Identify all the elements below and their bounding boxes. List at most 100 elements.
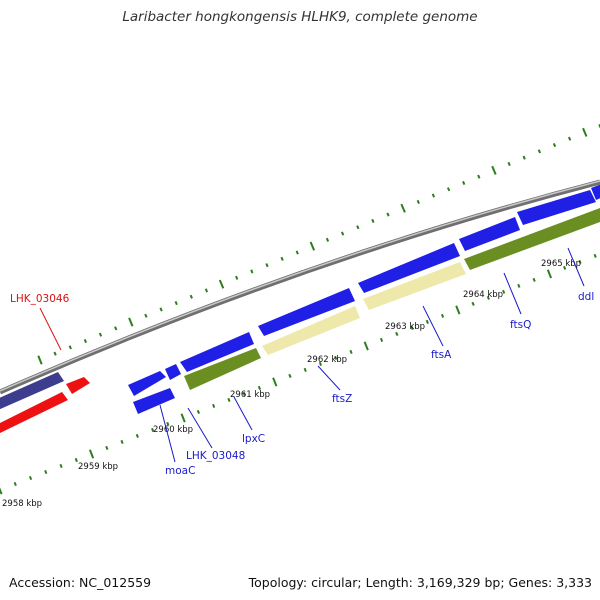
inner-tick (288, 373, 292, 378)
scale-label: 2959 kbp (78, 462, 118, 472)
outer-tick (462, 180, 466, 185)
forward-strand-genes (0, 184, 600, 410)
inner-tick (105, 445, 109, 450)
inner-tick (349, 349, 353, 354)
inner-tick (13, 481, 17, 487)
inner-tick (180, 413, 186, 423)
gene-arrow-navy (0, 372, 64, 410)
outer-tick (446, 187, 451, 192)
inner-tick (257, 385, 262, 390)
inner-tick (59, 463, 63, 469)
gene-arrow-small-blue (165, 364, 181, 380)
inner-tick (151, 427, 155, 432)
gene-label: ftsZ (332, 393, 352, 405)
outer-tick (98, 332, 103, 337)
gene-arrow-moac (128, 371, 166, 396)
outer-tick (189, 294, 193, 299)
inner-tick (196, 409, 201, 414)
outer-tick (174, 301, 178, 306)
reverse-strand-genes (0, 208, 600, 434)
outer-tick (340, 231, 345, 236)
inner-tick (563, 265, 567, 270)
scale-label: 2961 kbp (230, 390, 270, 400)
gene-arrow-lhk-03046 (0, 392, 68, 434)
inner-tick (593, 253, 597, 258)
scale-label: 2964 kbp (463, 290, 503, 300)
gene-arrow-olive-1 (184, 348, 261, 390)
outer-tick (235, 275, 239, 280)
inner-tick (486, 295, 490, 300)
outer-tick (295, 250, 299, 255)
inner-tick (425, 319, 429, 324)
outer-tick (371, 218, 375, 223)
outer-tick (537, 149, 542, 154)
inner-tick (28, 475, 33, 481)
outer-tick (128, 317, 134, 327)
inner-tick (135, 433, 139, 438)
genome-summary-text: Topology: circular; Length: 3,169,329 bp… (248, 575, 592, 590)
outer-tick (431, 193, 436, 198)
outer-tick (325, 237, 330, 242)
inner-tick (379, 337, 384, 342)
inner-tick (532, 277, 536, 282)
outer-tick (265, 263, 269, 268)
inner-tick (502, 289, 506, 294)
accession-text: Accession: NC_012559 (9, 575, 152, 590)
gene-label: moaC (165, 465, 195, 477)
gene-arrow-ddl (517, 190, 596, 225)
outer-tick (386, 212, 390, 217)
outer-tick (507, 161, 511, 166)
outer-tick (309, 241, 316, 251)
outer-tick (400, 203, 406, 213)
inner-tick (212, 403, 216, 408)
outer-tick (522, 155, 526, 160)
gene-label: ftsA (431, 349, 452, 361)
outer-tick (250, 269, 254, 274)
gene-arrow-ftsa (358, 243, 460, 293)
map-title: Laribacter hongkongensis HLHK9, complete… (122, 9, 478, 25)
inner-tick (44, 469, 48, 475)
gene-arrow-pale-1 (262, 306, 360, 355)
outer-tick (144, 313, 148, 318)
gene-leader-line (39, 307, 62, 351)
inner-tick (0, 487, 3, 495)
inner-tick (517, 283, 521, 288)
inner-tick (88, 449, 95, 459)
inner-tick (334, 355, 338, 360)
scale-labels: 2958 kbp 2959 kbp 2960 kbp 2961 kbp 2962 kbp… (2, 259, 581, 509)
outer-tick (552, 143, 557, 148)
gene-arrow-olive-2 (464, 208, 600, 270)
gene-arrow-lpxc (180, 332, 254, 372)
outer-tick (491, 165, 497, 175)
inner-tick (303, 367, 307, 372)
gene-arrow-next (591, 184, 600, 200)
gene-leader-line (187, 407, 213, 449)
gene-leader-line (317, 365, 341, 391)
outer-tick (37, 355, 43, 365)
scale-label: 2965 kbp (541, 259, 581, 269)
scale-label: 2963 kbp (385, 322, 425, 332)
outer-tick-track (37, 124, 600, 365)
scale-label: 2958 kbp (2, 499, 42, 509)
gene-arrow-lhk-03048 (133, 388, 175, 414)
outer-tick (416, 199, 420, 204)
gene-arrow-ftsz (258, 288, 355, 336)
scale-label: 2962 kbp (307, 355, 347, 365)
inner-tick (227, 397, 231, 402)
gene-leader-line (422, 305, 444, 347)
gene-label: ftsQ (510, 319, 531, 331)
inner-tick (363, 341, 369, 351)
outer-tick (582, 127, 588, 137)
gene-label: LHK_03046 (10, 293, 70, 305)
inner-tick (120, 439, 124, 444)
gene-label: ddl (578, 291, 594, 303)
outer-tick (68, 345, 72, 350)
outer-tick (159, 307, 163, 312)
gene-arrow-ftsq (459, 217, 520, 251)
inner-tick (546, 269, 553, 279)
inner-tick-track (0, 253, 597, 495)
inner-tick (74, 457, 78, 463)
inner-tick (395, 331, 399, 336)
gene-arrow-pale-2 (363, 262, 466, 310)
